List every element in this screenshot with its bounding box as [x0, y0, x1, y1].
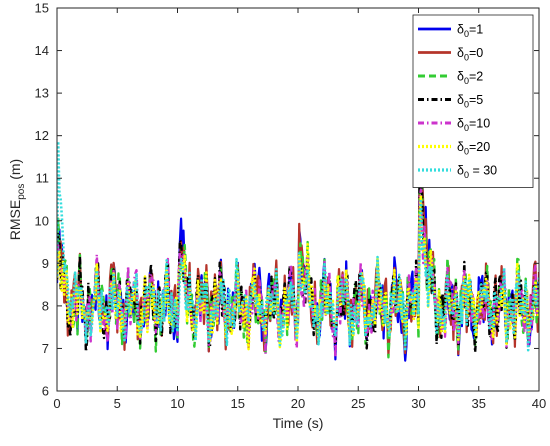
legend-label: δ0=20 — [457, 140, 490, 157]
y-axis: 6 7 8 9 10 11 12 13 14 15 — [35, 1, 539, 399]
legend-item: δ0=2 — [418, 70, 483, 87]
x-tick-label: 40 — [532, 396, 546, 411]
series-line — [57, 140, 539, 353]
x-tick-label: 5 — [114, 396, 121, 411]
y-tick-label: 12 — [35, 128, 49, 143]
y-tick-label: 6 — [42, 384, 49, 399]
series-line — [57, 188, 539, 359]
y-tick-label: 7 — [42, 341, 49, 356]
x-tick-label: 30 — [411, 396, 425, 411]
series-line — [57, 194, 539, 351]
x-tick-label: 20 — [291, 396, 305, 411]
y-tick-label: 11 — [36, 171, 50, 186]
legend-label: δ0=5 — [457, 93, 483, 110]
y-tick-label: 13 — [35, 86, 49, 101]
legend-label: δ0 = 30 — [457, 164, 497, 181]
x-axis: 0 5 10 15 20 25 30 35 40 — [53, 8, 546, 411]
legend-item: δ0=20 — [418, 140, 490, 157]
y-tick-label: 10 — [35, 213, 49, 228]
y-tick-label: 15 — [35, 1, 49, 16]
y-axis-label-sub: pos — [16, 184, 27, 200]
series-layer — [57, 112, 539, 362]
legend-box — [412, 14, 534, 188]
y-axis-label: RMSEpos (m) — [7, 159, 27, 240]
x-axis-label: Time (s) — [273, 415, 324, 431]
y-axis-label-main: RMSE — [7, 200, 23, 240]
legend-label: δ0=2 — [457, 70, 483, 87]
legend-item: δ0=1 — [418, 23, 483, 40]
legend-item: δ0=10 — [418, 117, 490, 134]
legend-item: δ0 = 30 — [418, 164, 497, 181]
legend-item: δ0=0 — [418, 46, 483, 63]
y-tick-label: 8 — [42, 298, 49, 313]
y-tick-label: 14 — [35, 43, 49, 58]
legend-item: δ0=5 — [418, 93, 483, 110]
legend-label: δ0=10 — [457, 117, 490, 134]
x-tick-label: 10 — [170, 396, 184, 411]
legend-label: δ0=1 — [457, 23, 483, 40]
x-tick-label: 0 — [53, 396, 60, 411]
x-tick-label: 15 — [231, 396, 245, 411]
legend: δ0=1 δ0=0 δ0=2 δ0=5 δ0=10 δ0=20 δ0 = 30 — [412, 14, 534, 188]
legend-label: δ0=0 — [457, 46, 483, 63]
y-tick-label: 9 — [42, 256, 49, 271]
x-tick-label: 35 — [472, 396, 486, 411]
x-tick-label: 25 — [351, 396, 365, 411]
y-axis-label-unit: (m) — [7, 159, 23, 184]
